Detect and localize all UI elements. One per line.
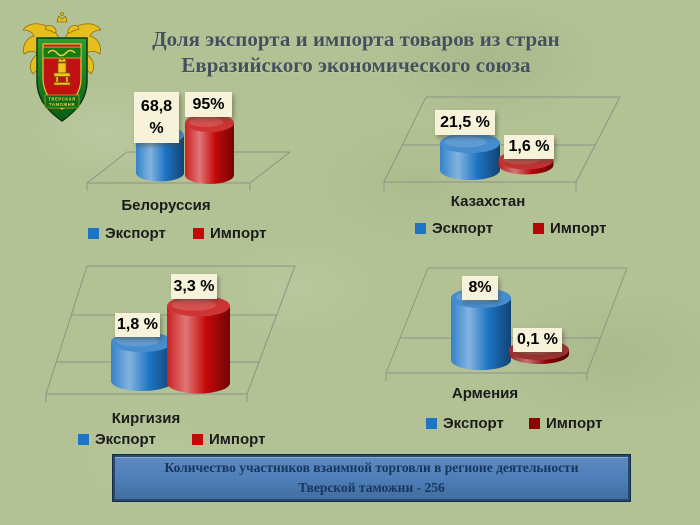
legend-armenia-import: Импорт: [529, 415, 602, 432]
banner-line-2: Тверской таможни - 256: [298, 480, 445, 495]
tver-customs-emblem: ТВЕРСКАЯ ТАМОЖНЯ: [22, 12, 102, 122]
legend-kyrgyzstan-import: Импорт: [192, 431, 265, 448]
legend-armenia-export: Экспорт: [426, 415, 504, 432]
value-label-kyrgyzstan-import: 3,3 %: [171, 274, 217, 299]
emblem-ribbon-text-2: ТАМОЖНЯ: [49, 102, 75, 107]
category-label-kazakhstan: Казахстан: [450, 193, 526, 210]
chart-armenia: 8% 0,1 % Армения Экспорт Импорт: [375, 262, 640, 437]
legend-import-swatch: [193, 228, 204, 239]
chart-belarus: 68,8 % 95% Белоруссия Экспорт Импорт: [80, 85, 310, 250]
caduceus-icon: [47, 49, 76, 57]
legend-import-label: Импорт: [210, 225, 267, 242]
chart-armenia-plot: [385, 267, 628, 381]
legend-export-swatch: [426, 418, 437, 429]
legend-export-label: Эскпорт: [432, 220, 494, 237]
value-label-armenia-export: 8%: [462, 276, 498, 300]
legend-export-swatch: [78, 434, 89, 445]
chart-kyrgyzstan: 1,8 % 3,3 % Киргизия Экспорт Импорт: [25, 258, 317, 453]
title-line-1: Доля экспорта и импорта товаров из стран: [152, 27, 560, 51]
value-label-armenia-import: 0,1 %: [513, 328, 562, 352]
chart-kazakhstan: 21,5 % 1,6 % Казахстан Эскпорт Импорт: [380, 90, 640, 240]
emblem-green-band: [42, 46, 82, 59]
throne-icon: [53, 57, 71, 86]
legend-kazakhstan-export: Эскпорт: [415, 220, 493, 237]
legend-import-label: Импорт: [546, 415, 603, 432]
legend-belarus-import: Импорт: [193, 225, 266, 242]
legend-import-label: Импорт: [209, 431, 266, 448]
legend-export-label: Экспорт: [105, 225, 166, 242]
emblem-ribbon-text-1: ТВЕРСКАЯ: [48, 97, 75, 102]
legend-import-label: Импорт: [550, 220, 607, 237]
legend-import-swatch: [192, 434, 203, 445]
legend-export-label: Экспорт: [443, 415, 504, 432]
legend-belarus-export: Экспорт: [88, 225, 166, 242]
legend-import-swatch: [529, 418, 540, 429]
legend-kyrgyzstan-export: Экспорт: [78, 431, 156, 448]
banner-line-1: Количество участников взаимной торговли …: [164, 459, 579, 475]
value-label-kazakhstan-import: 1,6 %: [504, 135, 554, 159]
chart-kyrgyzstan-plot: [45, 265, 296, 402]
legend-export-label: Экспорт: [95, 431, 156, 448]
legend-export-swatch: [415, 223, 426, 234]
value-label-belarus-export: 68,8 %: [134, 92, 179, 143]
value-label-kazakhstan-export: 21,5 %: [435, 110, 495, 135]
category-label-armenia: Армения: [451, 385, 519, 402]
value-label-belarus-import: 95%: [185, 92, 232, 117]
legend-import-swatch: [533, 223, 544, 234]
emblem-ribbon: [44, 94, 80, 109]
legend-export-swatch: [88, 228, 99, 239]
title-line-2: Евразийского экономического союза: [181, 53, 531, 77]
category-label-belarus: Белоруссия: [121, 197, 211, 214]
value-label-kyrgyzstan-export: 1,8 %: [115, 313, 160, 337]
slide-title: Доля экспорта и импорта товаров из стран…: [106, 26, 606, 78]
category-label-kyrgyzstan: Киргизия: [111, 410, 181, 427]
legend-kazakhstan-import: Импорт: [533, 220, 606, 237]
banner: Количество участников взаимной торговли …: [113, 455, 630, 501]
